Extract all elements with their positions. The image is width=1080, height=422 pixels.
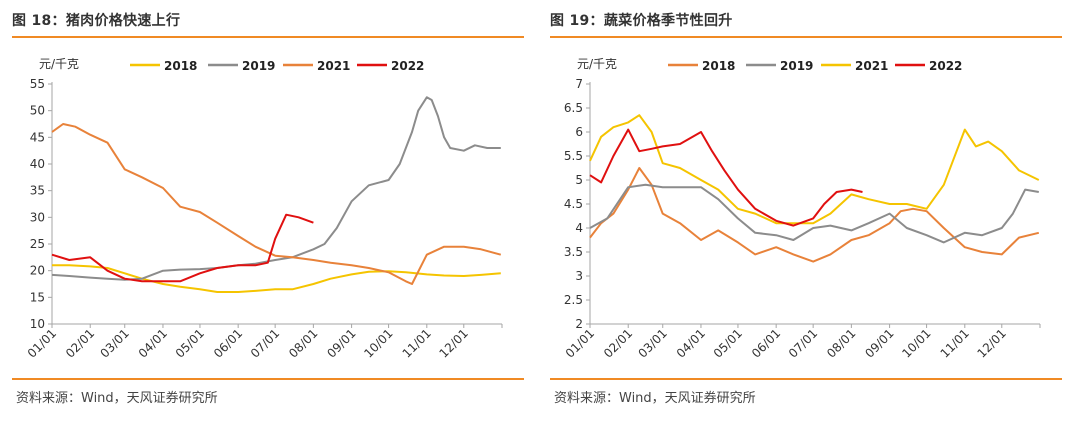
source-note: 资料来源：Wind，天风证券研究所 xyxy=(16,391,218,406)
title-divider xyxy=(550,36,1062,38)
x-tick-label: 08/01 xyxy=(286,326,320,360)
x-tick-label: 03/01 xyxy=(98,326,132,360)
y-tick-label: 25 xyxy=(30,237,45,251)
y-tick-label: 3.5 xyxy=(564,245,583,259)
x-tick-label: 10/01 xyxy=(361,326,395,360)
chart-panel-vegetable: 图 19：蔬菜价格季节性回升 元/千克 2 2.5 3 3.5 4 4.5 5 5.5 6 6.5 7… xyxy=(550,0,1080,422)
x-tick-label: 08/01 xyxy=(824,326,858,360)
y-tick-label: 4.5 xyxy=(564,197,583,211)
x-tick-label: 07/01 xyxy=(786,326,820,360)
y-tick-label: 2 xyxy=(575,317,583,331)
x-tick-label: 03/01 xyxy=(636,326,670,360)
series-line-2022 xyxy=(51,213,314,283)
y-tick-label: 2.5 xyxy=(564,293,583,307)
source-divider xyxy=(550,378,1062,380)
x-tick-label: 11/01 xyxy=(938,326,972,360)
x-tick-label: 01/01 xyxy=(563,326,597,360)
x-tick-label: 04/01 xyxy=(136,326,170,360)
vegetable-price-chart: 元/千克 2 2.5 3 3.5 4 4.5 5 5.5 6 6.5 7 01/01 02/01 03/01… xyxy=(563,57,1041,361)
figure-title: 图 19：蔬菜价格季节性回升 xyxy=(550,13,733,29)
legend-label-2018: 2018 xyxy=(164,59,197,73)
y-tick-label: 30 xyxy=(30,210,45,224)
series-line-2019 xyxy=(589,183,1039,244)
x-tick-label: 09/01 xyxy=(862,326,896,360)
x-tick-label: 02/01 xyxy=(601,326,635,360)
y-tick-label: 45 xyxy=(30,130,45,144)
series-line-2018 xyxy=(52,264,501,293)
legend-label-2022: 2022 xyxy=(391,59,424,73)
x-tick-label: 12/01 xyxy=(437,326,471,360)
legend-label-2022: 2022 xyxy=(929,59,962,73)
x-tick-label: 05/01 xyxy=(711,326,745,360)
legend-label-2021: 2021 xyxy=(317,59,350,73)
legend-label-2019: 2019 xyxy=(780,59,813,73)
series-line-2021 xyxy=(589,114,1040,225)
x-tick-label: 06/01 xyxy=(749,326,783,360)
y-tick-label: 5 xyxy=(575,173,583,187)
x-tick-label: 10/01 xyxy=(899,326,933,360)
y-tick-label: 20 xyxy=(30,264,45,278)
legend-label-2019: 2019 xyxy=(242,59,275,73)
figure-title: 图 18：猪肉价格快速上行 xyxy=(12,13,181,29)
y-tick-label: 4 xyxy=(575,221,583,235)
x-tick-label: 09/01 xyxy=(324,326,358,360)
y-tick-label: 6 xyxy=(575,125,583,139)
y-unit-label: 元/千克 xyxy=(577,57,617,71)
x-tick-label: 11/01 xyxy=(400,326,434,360)
y-tick-label: 55 xyxy=(30,77,45,91)
x-tick-label: 01/01 xyxy=(25,326,59,360)
x-tick-label: 02/01 xyxy=(63,326,97,360)
source-divider xyxy=(12,378,524,380)
y-tick-label: 15 xyxy=(30,290,45,304)
x-tick-label: 06/01 xyxy=(211,326,245,360)
y-tick-label: 40 xyxy=(30,157,45,171)
chart-panel-pork: 图 18：猪肉价格快速上行 元/千克 10 15 20 25 30 35 40 45 50 55 01… xyxy=(12,0,542,422)
x-tick-label: 05/01 xyxy=(173,326,207,360)
series-line-2021 xyxy=(51,123,502,285)
y-tick-label: 35 xyxy=(30,184,45,198)
y-tick-label: 50 xyxy=(30,104,45,118)
x-tick-label: 12/01 xyxy=(975,326,1009,360)
legend-label-2018: 2018 xyxy=(702,59,735,73)
series-line-2022 xyxy=(589,128,863,227)
x-tick-label: 04/01 xyxy=(674,326,708,360)
title-divider xyxy=(12,36,524,38)
series-line-2018 xyxy=(589,167,1040,263)
y-tick-label: 6.5 xyxy=(564,101,583,115)
series-line-2019 xyxy=(51,96,501,281)
x-tick-label: 07/01 xyxy=(248,326,282,360)
y-unit-label: 元/千克 xyxy=(39,57,79,71)
y-tick-label: 3 xyxy=(575,269,583,283)
y-tick-label: 7 xyxy=(575,77,583,91)
y-tick-label: 10 xyxy=(30,317,45,331)
source-note: 资料来源：Wind，天风证券研究所 xyxy=(554,391,756,406)
y-tick-label: 5.5 xyxy=(564,149,583,163)
legend-label-2021: 2021 xyxy=(855,59,888,73)
